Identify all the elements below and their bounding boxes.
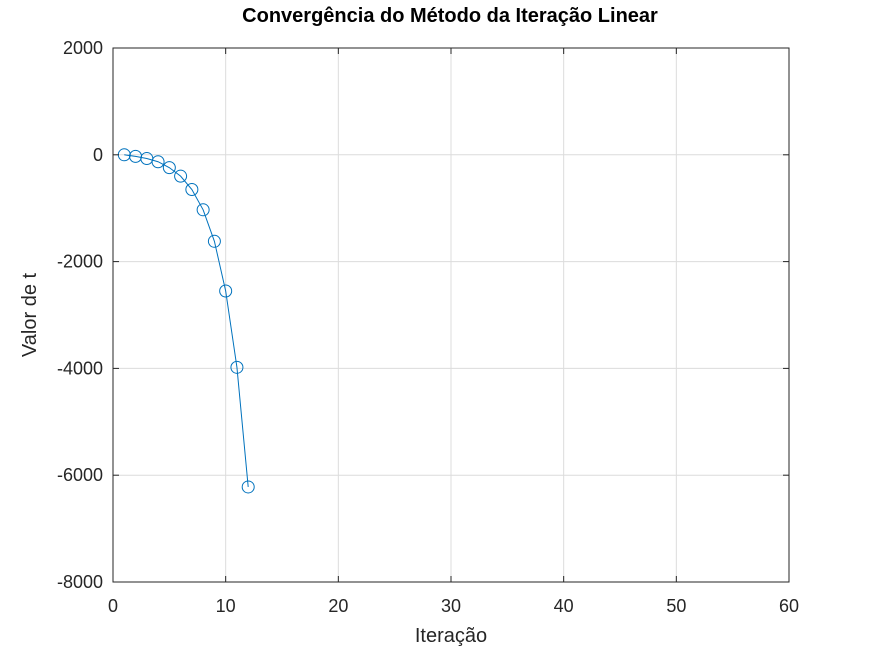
axis-ticks: 0 10 20 30 40 50 60 -8000 -6000 -4000 -2000 0 2000 xyxy=(57,38,799,616)
y-axis-label: Valor de t xyxy=(19,272,41,357)
series-line xyxy=(124,154,249,487)
y-tick-label: -6000 xyxy=(57,465,103,485)
data-point xyxy=(219,284,233,298)
x-tick-label: 0 xyxy=(108,596,118,616)
y-tick-label: -4000 xyxy=(57,358,103,378)
x-tick-label: 60 xyxy=(779,596,799,616)
data-point xyxy=(174,169,188,183)
y-tick-label: 2000 xyxy=(63,38,103,58)
data-point xyxy=(151,155,165,169)
x-tick-label: 50 xyxy=(666,596,686,616)
x-tick-label: 20 xyxy=(328,596,348,616)
data-point xyxy=(230,360,244,374)
series-layer xyxy=(117,148,255,494)
x-tick-label: 10 xyxy=(216,596,236,616)
data-point xyxy=(185,183,199,197)
x-tick-label: 30 xyxy=(441,596,461,616)
x-tick-label: 40 xyxy=(554,596,574,616)
y-tick-label: -8000 xyxy=(57,572,103,592)
data-point xyxy=(207,234,221,248)
data-point xyxy=(162,161,176,175)
chart-title: Convergência do Método da Iteração Linea… xyxy=(242,5,658,27)
x-axis-label: Iteração xyxy=(415,625,487,647)
y-tick-label: -2000 xyxy=(57,252,103,272)
data-point xyxy=(196,203,210,217)
y-tick-label: 0 xyxy=(93,145,103,165)
data-point xyxy=(241,480,255,494)
